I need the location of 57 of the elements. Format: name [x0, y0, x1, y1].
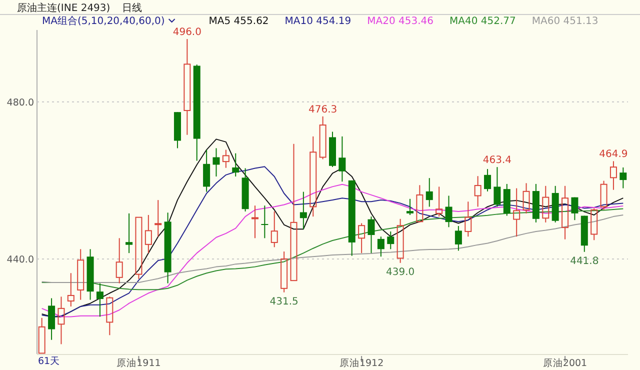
candlestick	[620, 166, 627, 189]
candlestick	[261, 205, 268, 239]
candlestick	[212, 148, 220, 177]
y-tick-label: 440.0	[6, 254, 34, 266]
candlestick	[184, 38, 191, 136]
annotation: 439.0	[386, 266, 415, 278]
candlestick	[310, 136, 317, 218]
annotation: 464.9	[599, 149, 628, 160]
candlestick	[67, 272, 74, 307]
candlestick	[387, 230, 394, 250]
candlestick	[77, 248, 84, 300]
x-tick-label: 原油1911	[116, 357, 161, 369]
candlestick	[426, 178, 433, 208]
candlestick	[454, 225, 462, 252]
candlestick	[116, 238, 123, 284]
chart-title: 原油主连(INE 2493)	[17, 2, 110, 14]
candlestick	[368, 216, 375, 254]
candlestick	[513, 188, 520, 238]
candlestick	[610, 160, 617, 190]
candlestick	[377, 236, 384, 258]
line-series	[41, 214, 624, 284]
candlestick	[144, 214, 152, 254]
candlestick	[58, 296, 65, 345]
candlestick	[474, 176, 482, 208]
candlestick	[562, 185, 569, 240]
candlestick	[464, 201, 472, 238]
candlestick	[542, 185, 550, 223]
annotation: 431.5	[270, 296, 298, 308]
candlestick	[126, 212, 133, 254]
annotation: 476.3	[308, 104, 338, 116]
candlestick	[571, 196, 578, 221]
candlestick	[484, 168, 492, 192]
y-tick-label: 480.0	[6, 97, 34, 108]
candlestick	[154, 200, 162, 238]
text: MA10 454.19	[284, 16, 352, 27]
text: MA60 451.13	[532, 16, 598, 27]
candlestick	[48, 298, 56, 340]
text: MA20 453.46	[367, 16, 434, 27]
candlestick	[232, 152, 240, 177]
candlestick	[203, 149, 210, 192]
annotation: 463.4	[482, 155, 512, 166]
candlestick	[494, 166, 501, 208]
candlestick	[300, 191, 307, 230]
chart-subtitle: 日线	[122, 2, 142, 14]
candlestick	[338, 136, 346, 182]
annotation: 441.8	[570, 256, 599, 267]
annotation: 496.0	[172, 27, 202, 38]
x-tick-label: 原油2001	[542, 357, 588, 369]
legend-title: MA组合(5,10,20,40,60,0)	[42, 15, 165, 27]
text: MA5 455.62	[208, 16, 269, 27]
candlestick	[445, 195, 452, 228]
candlestick	[251, 205, 258, 239]
text: 61天	[38, 356, 60, 367]
candlestick	[406, 198, 414, 216]
candlestick	[96, 282, 104, 318]
text: MA40 452.77	[450, 16, 516, 27]
x-tick-label: 原油1912	[339, 357, 384, 369]
